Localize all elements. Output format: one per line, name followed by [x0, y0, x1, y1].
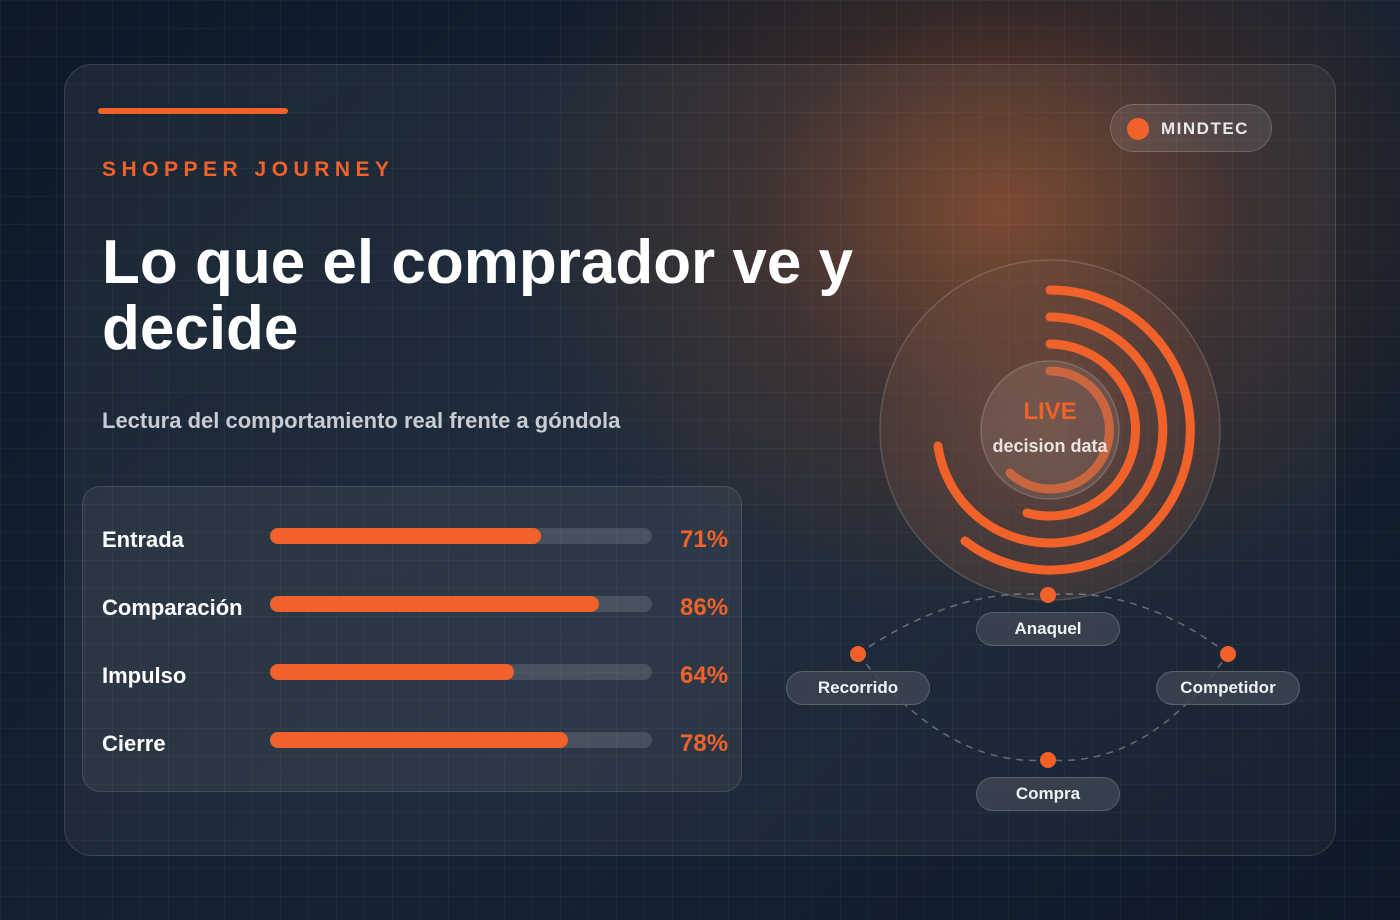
metric-track-impulso	[270, 664, 652, 680]
metric-track-entrada	[270, 528, 652, 544]
metric-track-cierre	[270, 732, 652, 748]
page-title: Lo que el comprador ve y decide	[102, 228, 854, 363]
radial-arc-1	[960, 285, 1195, 575]
node-dot-compra	[1040, 752, 1056, 768]
radial-arc-3	[1022, 339, 1140, 521]
radial-center	[980, 360, 1120, 500]
metric-value-comparacion: 86%	[680, 594, 729, 621]
metric-track-comparacion	[270, 596, 652, 612]
metric-fill-entrada	[270, 528, 542, 544]
brand-dot-icon	[1127, 118, 1149, 140]
accent-bar	[98, 108, 288, 114]
metric-value-entrada: 71%	[680, 526, 729, 553]
radial-arc-4	[1005, 366, 1114, 494]
node-dot-recorrido	[850, 646, 866, 662]
metric-fill-impulso	[270, 664, 515, 680]
page-subtitle: Lectura del comportamiento real frente a…	[102, 408, 621, 433]
metric-fill-comparacion	[270, 596, 599, 612]
radial-center-subtitle: decision data	[992, 436, 1108, 456]
metric-fill-cierre	[270, 732, 568, 748]
node-dot-competidor	[1220, 646, 1236, 662]
radial-journey-graphic: LIVE decision data	[850, 259, 1236, 768]
journey-path-top	[857, 593, 1229, 655]
metric-label-entrada: Entrada	[102, 527, 184, 552]
metric-label-comparacion: Comparación	[102, 595, 243, 620]
journey-node-competidor: Competidor	[1156, 671, 1300, 705]
metric-label-cierre: Cierre	[102, 731, 166, 756]
journey-path-bottom	[857, 653, 1229, 762]
metric-label-impulso: Impulso	[102, 663, 187, 688]
node-dot-anaquel	[1040, 587, 1056, 603]
journey-node-anaquel: Anaquel	[976, 612, 1120, 646]
radial-arc-2	[933, 312, 1168, 548]
metric-value-cierre: 78%	[680, 730, 729, 757]
metric-value-impulso: 64%	[680, 662, 729, 689]
section-eyebrow: SHOPPER JOURNEY	[102, 158, 395, 181]
journey-node-compra: Compra	[976, 777, 1120, 811]
radial-center-title: LIVE	[1023, 398, 1076, 425]
brand-label: MINDTEC	[1161, 119, 1249, 138]
journey-node-recorrido: Recorrido	[786, 671, 930, 705]
